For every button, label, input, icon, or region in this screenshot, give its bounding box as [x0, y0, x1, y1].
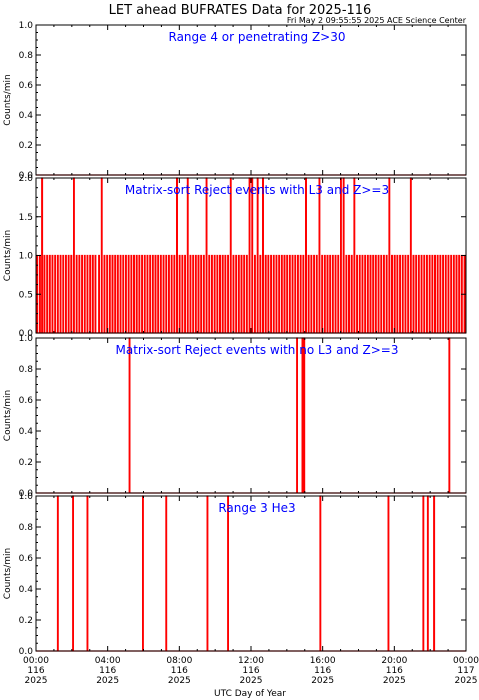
y-tick-label: 0.5	[19, 290, 33, 300]
x-tick-label: 117	[457, 666, 474, 676]
x-tick-label: 116	[242, 666, 259, 676]
x-tick-label: 116	[386, 666, 403, 676]
y-tick-label: 1.0	[19, 492, 34, 502]
panel-2-frame	[35, 177, 467, 334]
y-tick-label: 1.0	[19, 252, 34, 262]
x-tick-label: 2025	[455, 676, 478, 686]
x-axis-labels: 00:00116202504:00116202508:00116202512:0…	[23, 656, 479, 686]
x-tick-label: 08:00	[166, 656, 192, 666]
panel-1-frame	[35, 24, 467, 176]
panel-2-trace	[36, 177, 466, 334]
x-axis-label: UTC Day of Year	[214, 689, 286, 699]
y-tick-label: 0.2	[19, 458, 33, 468]
y-tick-label: 0.6	[19, 554, 34, 564]
x-tick-label: 2025	[168, 676, 191, 686]
y-tick-label: 0.8	[19, 51, 34, 61]
y-tick-label: 0.0	[19, 171, 34, 181]
panel-3-frame	[35, 337, 467, 494]
y-tick-label: 0.4	[19, 111, 34, 121]
panel-2-annotation: Matrix-sort Reject events with L3 and Z>…	[125, 183, 389, 197]
panel-4: 0.0 0.2 0.4 0.6 0.8 1.0 Counts/min Range 3 He3	[3, 492, 467, 657]
x-tick-label: 00:00	[453, 656, 479, 666]
y-tick-label: 0.6	[19, 81, 34, 91]
x-tick-label: 04:00	[95, 656, 121, 666]
panel-3-trace	[36, 337, 466, 494]
y-tick-label: 0.0	[19, 647, 34, 657]
y-tick-label: 0.6	[19, 396, 34, 406]
x-tick-label: 2025	[96, 676, 119, 686]
panel-1-annotation: Range 4 or penetrating Z>30	[169, 30, 346, 44]
y-tick-label: 0.2	[19, 141, 33, 151]
y-tick-label: 0.8	[19, 523, 34, 533]
x-tick-label: 2025	[383, 676, 406, 686]
panel-2: 0.0 0.5 1.0 1.5 2.0 Counts/min Matrix-sort Rej…	[3, 174, 467, 339]
panel-1: 0.0 0.2 0.4 0.6 0.8 1.0 Counts/min Range 4 or p…	[3, 21, 467, 181]
y-tick-label: 0.4	[19, 585, 34, 595]
panel-4-trace	[36, 495, 466, 652]
panel-2-ylabel: Counts/min	[3, 230, 13, 281]
x-tick-label: 2025	[240, 676, 263, 686]
y-tick-label: 0.0	[19, 329, 34, 339]
x-tick-label: 20:00	[381, 656, 407, 666]
y-tick-label: 1.0	[19, 334, 34, 344]
x-tick-label: 12:00	[238, 656, 264, 666]
x-tick-label: 116	[99, 666, 116, 676]
figure-title: LET ahead BUFRATES Data for 2025-116	[109, 3, 372, 18]
panel-1-ylabel: Counts/min	[3, 74, 13, 125]
panel-4-frame	[35, 495, 467, 652]
x-tick-label: 2025	[25, 676, 48, 686]
panel-3-ylabel: Counts/min	[3, 390, 13, 441]
y-tick-label: 0.4	[19, 427, 34, 437]
x-tick-label: 116	[171, 666, 188, 676]
y-tick-label: 1.5	[19, 213, 33, 223]
panel-3: 0.0 0.2 0.4 0.6 0.8 1.0 Counts/min Matrix-sort …	[3, 334, 467, 499]
panel-4-annotation: Range 3 He3	[218, 501, 295, 515]
y-tick-label: 0.0	[19, 489, 34, 499]
y-tick-label: 0.2	[19, 616, 33, 626]
x-tick-label: 2025	[311, 676, 334, 686]
y-tick-label: 2.0	[19, 174, 34, 184]
y-tick-label: 0.8	[19, 365, 34, 375]
x-tick-label: 116	[27, 666, 44, 676]
x-tick-label: 00:00	[23, 656, 49, 666]
y-tick-label: 1.0	[19, 21, 34, 31]
x-tick-label: 16:00	[310, 656, 336, 666]
figure-subtitle: Fri May 2 09:55:55 2025 ACE Science Cent…	[287, 16, 467, 25]
panel-3-annotation: Matrix-sort Reject events with no L3 and…	[116, 343, 399, 357]
panel-4-ylabel: Counts/min	[3, 548, 13, 599]
panels: 0.0 0.2 0.4 0.6 0.8 1.0 Counts/min Range 4 or p…	[3, 21, 467, 657]
x-tick-label: 116	[314, 666, 331, 676]
